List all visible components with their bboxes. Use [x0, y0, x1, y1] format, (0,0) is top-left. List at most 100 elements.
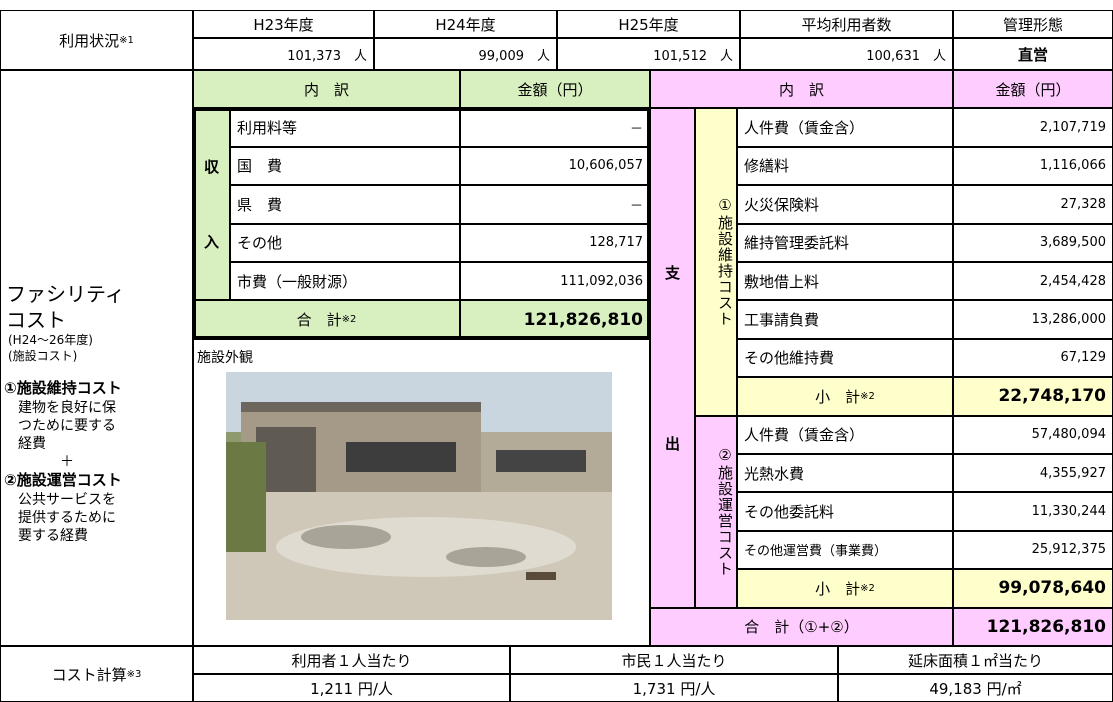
operation-item-text: その他委託料 — [744, 503, 835, 522]
operation-amount: 57,480,094 — [953, 415, 1113, 454]
income-total-label: 合 計 ※2 — [193, 300, 460, 339]
income-total-amount-text: 121,826,810 — [523, 309, 643, 330]
income-item-text: 国 費 — [237, 157, 283, 176]
operation-item: 人件費（賃金含） — [737, 415, 953, 454]
operation-label-text: ②施設運営コスト — [716, 446, 734, 578]
operation-title: ②施設運営コスト — [4, 471, 122, 489]
operation-amount-text: 4,355,927 — [1039, 465, 1106, 481]
operation-label: ②施設運営コスト — [695, 415, 737, 608]
expense-total-amount: 121,826,810 — [953, 607, 1113, 646]
maintenance-item: 敷地借上料 — [737, 262, 953, 301]
income-item: 国 費 — [230, 146, 460, 186]
maintenance-desc: 建物を良好に保 — [18, 400, 116, 416]
facility-title: ファシリティ — [6, 282, 125, 306]
cost-header: 市民１人当たり — [510, 646, 838, 674]
operation-amount-text: 25,912,375 — [1031, 542, 1106, 558]
maintenance-item: その他維持費 — [737, 338, 953, 378]
maintenance-amount-text: 1,116,066 — [1039, 158, 1106, 174]
note: ※1 — [119, 34, 134, 46]
usage-value-text: 直営 — [1017, 45, 1048, 64]
operation-amount: 25,912,375 — [953, 530, 1113, 570]
expense-side: 支出 — [650, 108, 695, 608]
income-side-label: 入 — [203, 233, 219, 252]
income-item: 県 費 — [230, 185, 460, 224]
operation-subtotal-label: 小 計 ※2 — [737, 569, 953, 608]
maintenance-title: ①施設維持コスト — [4, 379, 122, 397]
expense-total-label: 合 計（①+②） — [650, 607, 953, 646]
expense-header-text: 金額（円） — [995, 80, 1071, 99]
cost-label: コスト計算 ※3 — [0, 646, 193, 702]
expense-header: 金額（円） — [953, 70, 1113, 109]
income-header-text: 金額（円） — [517, 80, 593, 99]
maintenance-amount-text: 3,689,500 — [1039, 235, 1106, 251]
operation-item: 光熱水費 — [737, 454, 953, 493]
cost-value: 1,731 円/人 — [510, 674, 838, 702]
income-total-label-text: 合 計 — [296, 311, 342, 330]
usage-header-text: 平均利用者数 — [801, 15, 892, 34]
cost-value: 1,211 円/人 — [193, 674, 510, 702]
usage-header: H25年度 — [557, 10, 740, 38]
operation-item: その他委託料 — [737, 492, 953, 531]
operation-desc: 提供するために — [18, 510, 116, 526]
usage-label-text: 利用状況 — [59, 31, 120, 50]
income-header: 内 訳 — [193, 70, 460, 109]
maintenance-amount-text: 67,129 — [1060, 350, 1107, 366]
maintenance-subtotal-amount: 22,748,170 — [953, 377, 1113, 416]
operation-item-text: 人件費（賃金含） — [744, 426, 865, 445]
income-total-amount: 121,826,810 — [460, 300, 650, 339]
usage-value-text: 99,009 人 — [478, 48, 551, 64]
usage-value-text: 101,373 人 — [287, 48, 367, 64]
operation-amount: 11,330,244 — [953, 492, 1113, 531]
maintenance-item: 修繕料 — [737, 146, 953, 186]
income-side: 収入 — [193, 108, 230, 301]
income-amount-text: － — [629, 122, 643, 138]
maintenance-item-text: 人件費（賃金含） — [744, 119, 865, 138]
income-item-text: 利用料等 — [237, 119, 298, 138]
cost-header-text: 市民１人当たり — [621, 651, 727, 670]
maintenance-item: 火災保険料 — [737, 185, 953, 224]
maintenance-subtotal-label: 小 計 ※2 — [737, 377, 953, 416]
operation-desc: 公共サービスを — [18, 492, 116, 508]
usage-value: 100,631 人 — [740, 38, 953, 70]
note: ※3 — [126, 668, 142, 680]
expense-total-label-text: 合 計（①+②） — [744, 618, 859, 637]
maintenance-item: 工事請負費 — [737, 300, 953, 339]
income-amount: 128,717 — [460, 223, 650, 262]
operation-amount-text: 57,480,094 — [1031, 427, 1106, 443]
income-item-text: 県 費 — [237, 195, 283, 214]
operation-subtotal-label-text: 小 計 — [815, 579, 861, 598]
usage-header-text: H23年度 — [253, 15, 314, 34]
usage-header-text: H25年度 — [618, 15, 679, 34]
note: ※2 — [860, 582, 875, 594]
maintenance-amount: 2,454,428 — [953, 262, 1113, 301]
income-item-text: その他 — [237, 234, 283, 253]
income-item: その他 — [230, 223, 460, 262]
usage-header: H23年度 — [193, 10, 374, 38]
expense-total-amount-text: 121,826,810 — [986, 616, 1106, 637]
usage-value: 99,009 人 — [374, 38, 557, 70]
facility-photo — [226, 372, 612, 620]
maintenance-amount: 1,116,066 — [953, 146, 1113, 186]
maintenance-amount: 67,129 — [953, 338, 1113, 378]
income-amount-text: 111,092,036 — [560, 273, 643, 289]
operation-item-text: その他運営費（事業費） — [744, 544, 888, 560]
note: ※2 — [341, 314, 357, 326]
maintenance-item-text: 敷地借上料 — [744, 272, 820, 291]
usage-value: 101,373 人 — [193, 38, 374, 70]
maintenance-item-text: 火災保険料 — [744, 195, 820, 214]
income-amount-text: 10,606,057 — [568, 158, 643, 174]
income-header-text: 内 訳 — [303, 80, 349, 99]
plus: ＋ — [60, 454, 74, 470]
usage-value: 101,512 人 — [557, 38, 740, 70]
cost-label-text: コスト計算 — [51, 665, 127, 684]
income-amount: － — [460, 108, 650, 147]
maintenance-subtotal-label-text: 小 計 — [815, 387, 861, 406]
income-header: 金額（円） — [460, 70, 650, 109]
facility-subtitle: (施設コスト) — [8, 349, 78, 363]
maintenance-label-text: ①施設維持コスト — [716, 196, 734, 328]
maintenance-amount: 2,107,719 — [953, 108, 1113, 147]
maintenance-desc: つために要する — [18, 418, 116, 434]
maintenance-item-text: 工事請負費 — [744, 311, 820, 330]
operation-item-text: 光熱水費 — [744, 464, 805, 483]
photo-label: 施設外観 — [197, 349, 253, 366]
